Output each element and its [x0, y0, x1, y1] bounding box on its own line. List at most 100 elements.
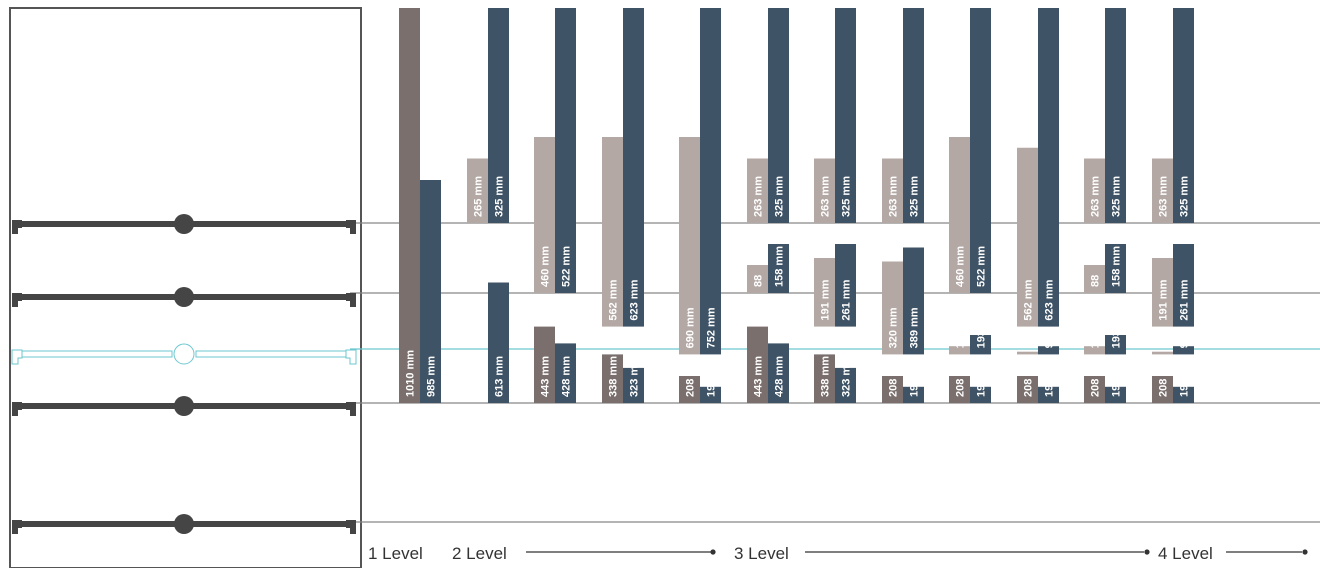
- height-bar: [814, 158, 835, 223]
- rail-bracket-left-icon: [12, 220, 22, 234]
- height-bar: [970, 335, 991, 355]
- rail-bar: [20, 221, 175, 227]
- height-bar: [949, 376, 970, 403]
- level-4-connector-end: [1302, 549, 1308, 555]
- bar-label: 320 mm: [888, 307, 900, 348]
- bar-label: 623 mm: [1044, 279, 1056, 320]
- height-bar: [602, 137, 623, 327]
- bar-label: 193 mm: [706, 356, 718, 397]
- height-bar: [1017, 147, 1038, 327]
- column-9: 460 mm 522 mm 124 193 mm 208 mm 193 mm: [949, 8, 991, 403]
- height-bar: [768, 343, 789, 403]
- height-bar: [1038, 346, 1059, 355]
- column-4: 562 mm 623 mm 338 mm 323 mm: [602, 8, 644, 403]
- height-bar: [747, 265, 768, 293]
- shelf-rail-highlighted: [11, 343, 357, 365]
- column-5: 690 mm 752 mm 208 mm 193 mm: [679, 8, 721, 403]
- rail-bar: [20, 403, 175, 409]
- height-bar: [970, 386, 991, 403]
- rail-knob-icon: [174, 214, 194, 234]
- level-label-1: 1 Level: [368, 544, 423, 563]
- bar-label: 208 mm: [888, 356, 900, 397]
- shelf-rail: [12, 396, 356, 416]
- bar-label: 193 mm: [976, 307, 988, 348]
- rail-bracket-right-icon: [345, 349, 357, 365]
- height-bar: [949, 346, 970, 355]
- bar-label: 522 mm: [561, 246, 573, 287]
- bar-label: 193 mm: [1111, 356, 1123, 397]
- bar-label: 193 mm: [976, 356, 988, 397]
- height-bar: [1017, 376, 1038, 403]
- height-bar: [1105, 335, 1126, 355]
- height-bar: [623, 8, 644, 327]
- column-2: 265 mm 325 mm 613 mm: [467, 8, 509, 403]
- bar-label: 193 mm: [1044, 356, 1056, 397]
- bar-label: 460 mm: [955, 246, 967, 287]
- height-bar: [882, 261, 903, 355]
- height-bar: [679, 137, 700, 355]
- bar-label: 158 mm: [774, 246, 786, 287]
- bar-label: 208 mm: [1090, 356, 1102, 397]
- rail-bracket-left-icon: [12, 402, 22, 416]
- height-bar: [1152, 158, 1173, 223]
- bar-label: 82: [1023, 336, 1035, 348]
- bar-label: 752 mm: [706, 307, 718, 348]
- rail-bracket-right-icon: [346, 520, 356, 534]
- bar-label: 263 mm: [820, 176, 832, 217]
- level-label-3: 3 Level: [734, 544, 789, 563]
- height-bar: [768, 244, 789, 293]
- shelf-rails: [11, 214, 357, 534]
- height-bar: [700, 8, 721, 355]
- height-bar: [1017, 351, 1038, 355]
- rail-bracket-left-icon: [12, 293, 22, 307]
- bar-label: 985 mm: [426, 356, 438, 397]
- bar-label: 325 mm: [494, 176, 506, 217]
- column-6: 263 mm 325 mm 88 158 mm 443 mm 428 mm: [747, 8, 789, 403]
- bar-label: 82: [1158, 336, 1170, 348]
- height-bar: [1152, 376, 1173, 403]
- bar-label: 158 mm: [1111, 246, 1123, 287]
- rail-bar: [193, 221, 348, 227]
- bar-label: 338 mm: [608, 356, 620, 397]
- height-bar: [1105, 8, 1126, 223]
- rail-knob-icon: [174, 287, 194, 307]
- height-bar: [835, 244, 856, 327]
- bar-label: 623 mm: [629, 279, 641, 320]
- rail-knob-icon: [174, 396, 194, 416]
- height-bar: [1152, 258, 1173, 327]
- rail-bar: [20, 294, 175, 300]
- height-bar: [467, 158, 488, 223]
- bar-label: 428 mm: [561, 356, 573, 397]
- level-label-4: 4 Level: [1158, 544, 1213, 563]
- bar-label: 88: [753, 275, 765, 287]
- height-bar: [903, 247, 924, 355]
- bar-label: 208 mm: [955, 356, 967, 397]
- height-bar: [949, 137, 970, 293]
- rail-bar: [193, 403, 348, 409]
- level-2-connector-end: [710, 549, 716, 555]
- shelf-rail: [12, 214, 356, 234]
- height-bar: [1084, 158, 1105, 223]
- height-bar: [1105, 386, 1126, 403]
- shelf-rail: [12, 287, 356, 307]
- bar-label: 193 mm: [1111, 307, 1123, 348]
- bar-label: 338 mm: [820, 356, 832, 397]
- height-bar: [970, 8, 991, 293]
- bar-label: 325 mm: [909, 176, 921, 217]
- bar-label: 124: [955, 329, 967, 348]
- height-bar: [1173, 386, 1194, 403]
- bar-label: 389 mm: [909, 307, 921, 348]
- bar-label: 690 mm: [685, 307, 697, 348]
- height-bar: [1084, 346, 1105, 355]
- column-1: 1010 mm 985 mm: [399, 8, 441, 403]
- level-legend: 1 Level 2 Level 3 Level 4 Level: [368, 544, 1308, 563]
- bar-label: 443 mm: [540, 356, 552, 397]
- bar-label: 325 mm: [1179, 176, 1191, 217]
- column-12: 263 mm 325 mm 191 mm 261 mm 82 91 208 mm 193 mm: [1152, 8, 1194, 403]
- bar-label: 443 mm: [753, 356, 765, 397]
- rail-knob-icon: [174, 514, 194, 534]
- height-bar: [1152, 351, 1173, 355]
- bar-label: 263 mm: [888, 176, 900, 217]
- bar-label: 613 mm: [494, 356, 506, 397]
- bar-label: 208 mm: [1158, 356, 1170, 397]
